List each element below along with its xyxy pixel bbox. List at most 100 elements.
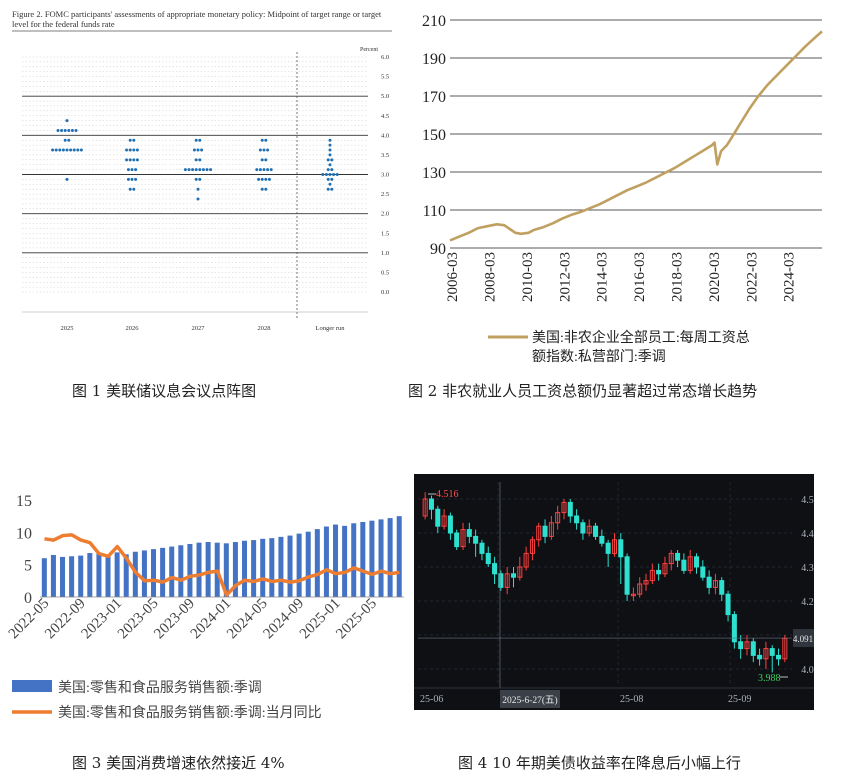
y-tick-label: 90 — [430, 241, 446, 258]
bar — [223, 543, 229, 597]
candle-body — [700, 566, 706, 578]
bar — [323, 526, 329, 597]
dot-point — [328, 182, 332, 186]
dot-point — [260, 187, 264, 191]
treasury-candle-chart: 4.504.404.304.204.104.004.0914.5163.9882… — [414, 474, 819, 710]
candle-body — [649, 569, 655, 582]
candle-body — [611, 539, 617, 554]
dot-point — [67, 138, 71, 142]
y-tick-label: 3.0 — [381, 172, 389, 179]
bar — [278, 536, 284, 597]
bar — [96, 553, 102, 597]
candle-body — [510, 573, 517, 578]
dot-point — [326, 168, 330, 172]
y-tick-label: 1.5 — [381, 230, 389, 237]
candle-body — [738, 641, 744, 650]
candle-body — [681, 559, 687, 571]
candle-body — [536, 525, 542, 541]
bar — [160, 547, 166, 597]
y-tick-label: 1.0 — [381, 250, 389, 257]
bar — [105, 556, 111, 597]
candle-body — [675, 552, 681, 561]
candle-body — [498, 573, 504, 588]
x-tick-label: 2010-03 — [520, 252, 536, 302]
y-tick-label: 0.5 — [381, 269, 389, 276]
y-tick-label: 10 — [16, 525, 32, 542]
x-tick-label: 2006-03 — [445, 252, 461, 302]
dot-point — [65, 148, 69, 152]
dot-point — [126, 168, 130, 172]
x-tick-label: 2024-03 — [782, 252, 798, 302]
dot-point — [196, 148, 200, 152]
dot-point — [196, 197, 200, 201]
dot-point — [269, 168, 273, 172]
dot-point — [132, 138, 136, 142]
bar — [305, 531, 311, 597]
dot-point — [192, 148, 196, 152]
dot-point — [125, 148, 129, 152]
candle-body — [586, 525, 592, 534]
y-tick-label: 110 — [423, 203, 446, 220]
treasury-panel: 4.504.404.304.204.104.004.0914.5163.9882… — [414, 474, 819, 710]
legend-label-line2: 额指数:私营部门:季调 — [532, 349, 666, 365]
y-tick-label: 4.20 — [801, 597, 814, 608]
dot-point — [72, 148, 76, 152]
y-tick-label: 5 — [24, 558, 32, 575]
dot-point — [63, 138, 67, 142]
candle-body — [454, 532, 460, 548]
dot-point — [266, 148, 270, 152]
x-axis-band — [414, 688, 814, 710]
candle-body — [574, 515, 580, 524]
dot-point — [60, 128, 64, 132]
dot-point — [264, 177, 268, 181]
dot-point — [255, 168, 259, 172]
crosshair-date-box — [500, 690, 560, 708]
candle-body — [466, 529, 472, 537]
payroll-panel: 90 110 130 150 170 190 210 2006-03 2008-03 2010-0… — [420, 0, 859, 370]
candle-body — [731, 614, 737, 643]
dot-point — [264, 138, 268, 142]
dot-point — [330, 168, 334, 172]
dot-point — [54, 148, 58, 152]
y-tick-label: 0.0 — [381, 289, 389, 296]
yoy-line — [44, 533, 400, 597]
dot-point — [183, 168, 187, 172]
bar — [50, 554, 56, 597]
dot-point — [70, 128, 74, 132]
bar — [151, 549, 157, 597]
x-tick-label: 2018-03 — [669, 252, 685, 302]
legend-bar-label: 美国:零售和食品服务销售额:季调 — [58, 679, 262, 696]
bar — [369, 520, 375, 597]
bar — [187, 543, 193, 597]
bar — [232, 542, 238, 597]
candle-body — [441, 515, 447, 527]
candle-body — [523, 552, 529, 568]
candle-body — [485, 552, 491, 565]
candle-body — [763, 648, 769, 660]
x-tick-label: 2008-03 — [483, 252, 499, 302]
bar — [69, 556, 75, 597]
dot-point — [125, 158, 129, 162]
y-tick-label: 4.40 — [801, 529, 814, 540]
candle-body — [492, 563, 498, 575]
retail-panel: 0 5 10 15 2022-05 2022-09 2023-01 2023-05 2023-0… — [0, 480, 420, 730]
dot-point — [328, 163, 332, 167]
dot-point — [194, 168, 198, 172]
y-tick-label: 6.0 — [381, 54, 389, 61]
bar — [78, 555, 84, 597]
x-tick-label: 2027 — [192, 325, 206, 332]
dot-point — [67, 128, 71, 132]
bar — [378, 519, 384, 597]
bar — [396, 516, 402, 597]
dot-point — [209, 168, 213, 172]
bar — [333, 524, 339, 597]
dot-point — [328, 143, 332, 147]
x-tick-label: 2028 — [258, 325, 271, 332]
chart-title-line2: level for the federal funds rate — [12, 19, 115, 29]
bar — [360, 521, 366, 597]
y-axis-label: Percent — [360, 47, 378, 53]
x-tick-label: Longer run — [315, 325, 345, 332]
candle-body — [473, 535, 479, 544]
dot-point — [128, 158, 132, 162]
dot-point — [328, 153, 332, 157]
